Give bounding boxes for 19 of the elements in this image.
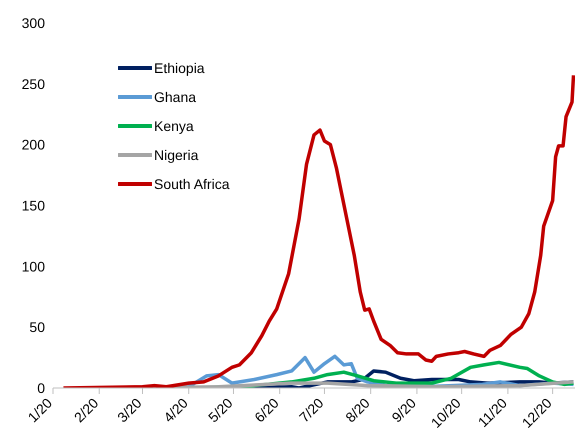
y-tick-label: 100 [22,258,46,274]
x-tick-label: 6/20 [251,394,282,426]
y-tick-label: 150 [22,197,46,214]
x-tick-label: 8/20 [342,394,373,426]
legend-label: Ghana [154,88,196,104]
x-tick-label: 4/20 [160,394,191,426]
legend-label: South Africa [154,176,230,192]
legend-label: Ethiopia [154,60,205,76]
x-tick-label: 9/20 [388,394,420,426]
y-tick-label: 0 [37,380,46,396]
legend-label: Nigeria [154,146,198,162]
x-tick-label: 3/20 [114,394,145,426]
y-tick-label: 250 [22,76,46,92]
y-tick-label: 200 [22,136,46,153]
x-tick-label: 5/20 [205,394,236,426]
y-tick-label: 300 [22,14,46,31]
y-tick-label: 50 [29,319,46,336]
x-tick-label: 7/20 [296,394,327,426]
legend-label: Kenya [154,118,194,134]
